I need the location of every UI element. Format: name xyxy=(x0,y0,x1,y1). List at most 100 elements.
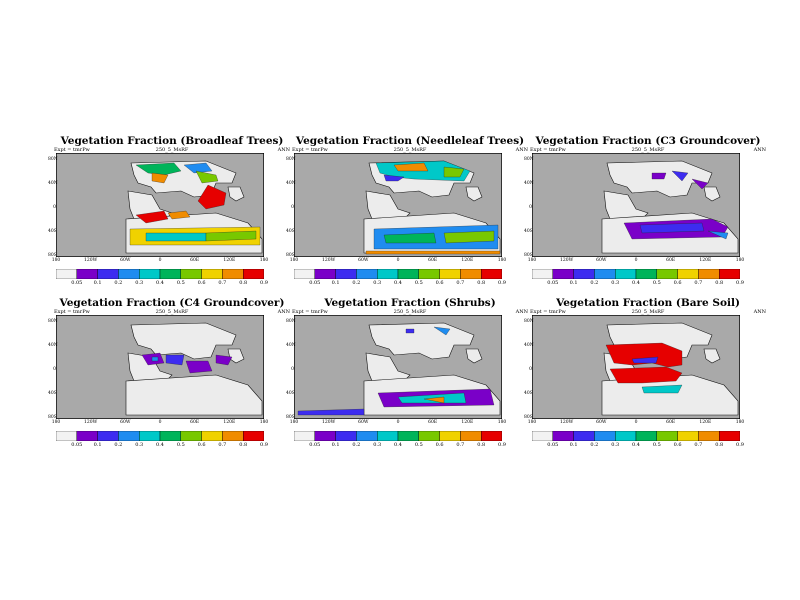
colorbar-swatch xyxy=(594,269,616,279)
experiment-label: Expt = tmrPw xyxy=(54,309,90,315)
lon-tick-label: 180 xyxy=(735,420,745,425)
map-frame xyxy=(56,315,264,419)
colorbar-tick-label: 0.9 xyxy=(498,280,506,286)
colorbar-swatch xyxy=(335,269,357,279)
lat-tick-label: 0 xyxy=(53,367,56,372)
panel-title: Vegetation Fraction (C3 Groundcover) xyxy=(535,135,761,147)
colorbar xyxy=(294,269,502,279)
colorbar-tick-label: 0.7 xyxy=(694,442,703,448)
experiment-id: 250_5_MsRF xyxy=(155,147,189,153)
colorbar xyxy=(532,269,740,279)
season-label: ANN xyxy=(277,147,290,153)
lat-tick-label: 80S xyxy=(286,253,295,258)
season-label: ANN xyxy=(277,309,290,315)
colorbar-tick-label: 0.1 xyxy=(331,442,340,448)
vegetation-region xyxy=(135,162,182,176)
colorbar-swatch xyxy=(614,431,637,441)
lon-tick-label: 60E xyxy=(190,420,200,425)
map-panel: Vegetation Fraction (Shrubs) Expt = tmrPw… xyxy=(286,297,530,487)
colorbar-swatch xyxy=(677,431,699,441)
vegetation-region xyxy=(641,384,683,394)
colorbar-swatch xyxy=(532,269,553,279)
lat-tick-label: 0 xyxy=(291,367,294,372)
colorbar-tick-label: 0.2 xyxy=(114,280,123,286)
colorbar-tick-label: 0.2 xyxy=(590,280,599,286)
map-panel: Vegetation Fraction (Broadleaf Trees) Exp… xyxy=(48,135,292,325)
lat-tick-label: 80N xyxy=(286,319,296,324)
colorbar-swatch xyxy=(439,431,461,441)
colorbar-swatch xyxy=(573,431,595,441)
map-plot xyxy=(56,153,264,257)
colorbar-tick-label: 0.1 xyxy=(569,442,578,448)
lon-tick-label: 120E xyxy=(461,258,474,263)
panel-title: Vegetation Fraction (C4 Groundcover) xyxy=(59,297,285,309)
land-outline xyxy=(125,374,263,416)
vegetation-region xyxy=(183,162,213,174)
lon-tick-label: 120E xyxy=(223,258,236,263)
colorbar-tick-label: 0.2 xyxy=(352,280,361,286)
colorbar-swatch xyxy=(397,269,419,279)
colorbar-swatch xyxy=(314,431,336,441)
colorbar-labels: 0.05 0.1 0.2 0.3 0.4 0.5 0.6 0.7 0.8 0.9 xyxy=(532,280,744,288)
colorbar-tick-label: 0.8 xyxy=(239,442,248,448)
map-frame xyxy=(56,153,264,257)
vegetation-region xyxy=(443,166,465,178)
colorbar-swatch xyxy=(594,431,616,441)
lat-tick-label: 40S xyxy=(524,229,533,234)
lon-tick-label: 60E xyxy=(190,258,200,263)
colorbar-tick-label: 0.4 xyxy=(394,442,402,448)
lon-tick-label: 180 xyxy=(497,258,507,263)
colorbar-swatch xyxy=(335,431,357,441)
lon-tick-label: 120W xyxy=(84,258,98,263)
colorbar-tick-label: 0.3 xyxy=(135,442,144,448)
experiment-id: 250_5_MsRF xyxy=(393,309,427,315)
panel-title: Vegetation Fraction (Bare Soil) xyxy=(556,297,740,309)
lat-tick-label: 80S xyxy=(48,415,57,420)
lon-tick-label: 180 xyxy=(51,420,61,425)
colorbar-swatch xyxy=(532,431,553,441)
vegetation-region xyxy=(383,232,437,244)
colorbar-labels: 0.05 0.1 0.2 0.3 0.4 0.5 0.6 0.7 0.8 0.9 xyxy=(56,442,268,450)
vegetation-region xyxy=(145,232,207,242)
colorbar-tick-label: 0.4 xyxy=(394,280,402,286)
vegetation-region xyxy=(671,170,689,182)
colorbar-swatch xyxy=(718,269,740,279)
lat-tick-label: 80N xyxy=(524,319,534,324)
vegetation-region xyxy=(631,356,659,364)
lon-tick-label: 180 xyxy=(527,258,537,263)
vegetation-region xyxy=(215,354,233,366)
vegetation-region xyxy=(297,408,365,416)
colorbar-swatch xyxy=(97,269,119,279)
colorbar-tick-label: 0.3 xyxy=(611,442,620,448)
colorbar-swatch xyxy=(138,269,161,279)
colorbar-tick-label: 0.6 xyxy=(197,280,206,286)
lon-tick-label: 180 xyxy=(289,258,299,263)
lon-axis: 180 120W 60W 0 60E 120E 180 xyxy=(290,420,507,428)
season-label: ANN xyxy=(515,147,528,153)
land-outline xyxy=(465,186,483,202)
lat-tick-label: 80N xyxy=(524,157,534,162)
vegetation-region xyxy=(165,354,185,366)
lon-tick-label: 180 xyxy=(527,420,537,425)
panel-title: Vegetation Fraction (Broadleaf Trees) xyxy=(60,135,284,147)
colorbar-tick-label: 0.4 xyxy=(632,442,640,448)
colorbar-tick-label: 0.4 xyxy=(156,442,164,448)
colorbar-swatch xyxy=(698,269,720,279)
vegetation-region xyxy=(205,230,257,242)
colorbar-swatch xyxy=(573,269,595,279)
vegetation-region xyxy=(365,250,501,255)
colorbar-swatch xyxy=(201,431,223,441)
vegetation-region xyxy=(691,178,709,190)
lon-tick-label: 120E xyxy=(699,258,712,263)
colorbar-tick-label: 0.5 xyxy=(414,280,423,286)
colorbar-swatch xyxy=(294,269,315,279)
lon-axis: 180 120W 60W 0 60E 120E 180 xyxy=(290,258,507,266)
vegetation-region xyxy=(443,230,495,244)
lon-tick-label: 60E xyxy=(666,420,676,425)
colorbar-tick-label: 0.1 xyxy=(93,280,102,286)
experiment-id: 250_5_MsRF xyxy=(631,147,665,153)
season-label: ANN xyxy=(753,309,766,315)
colorbar xyxy=(294,431,502,441)
colorbar-tick-label: 0.2 xyxy=(590,442,599,448)
land-outline xyxy=(130,322,237,360)
